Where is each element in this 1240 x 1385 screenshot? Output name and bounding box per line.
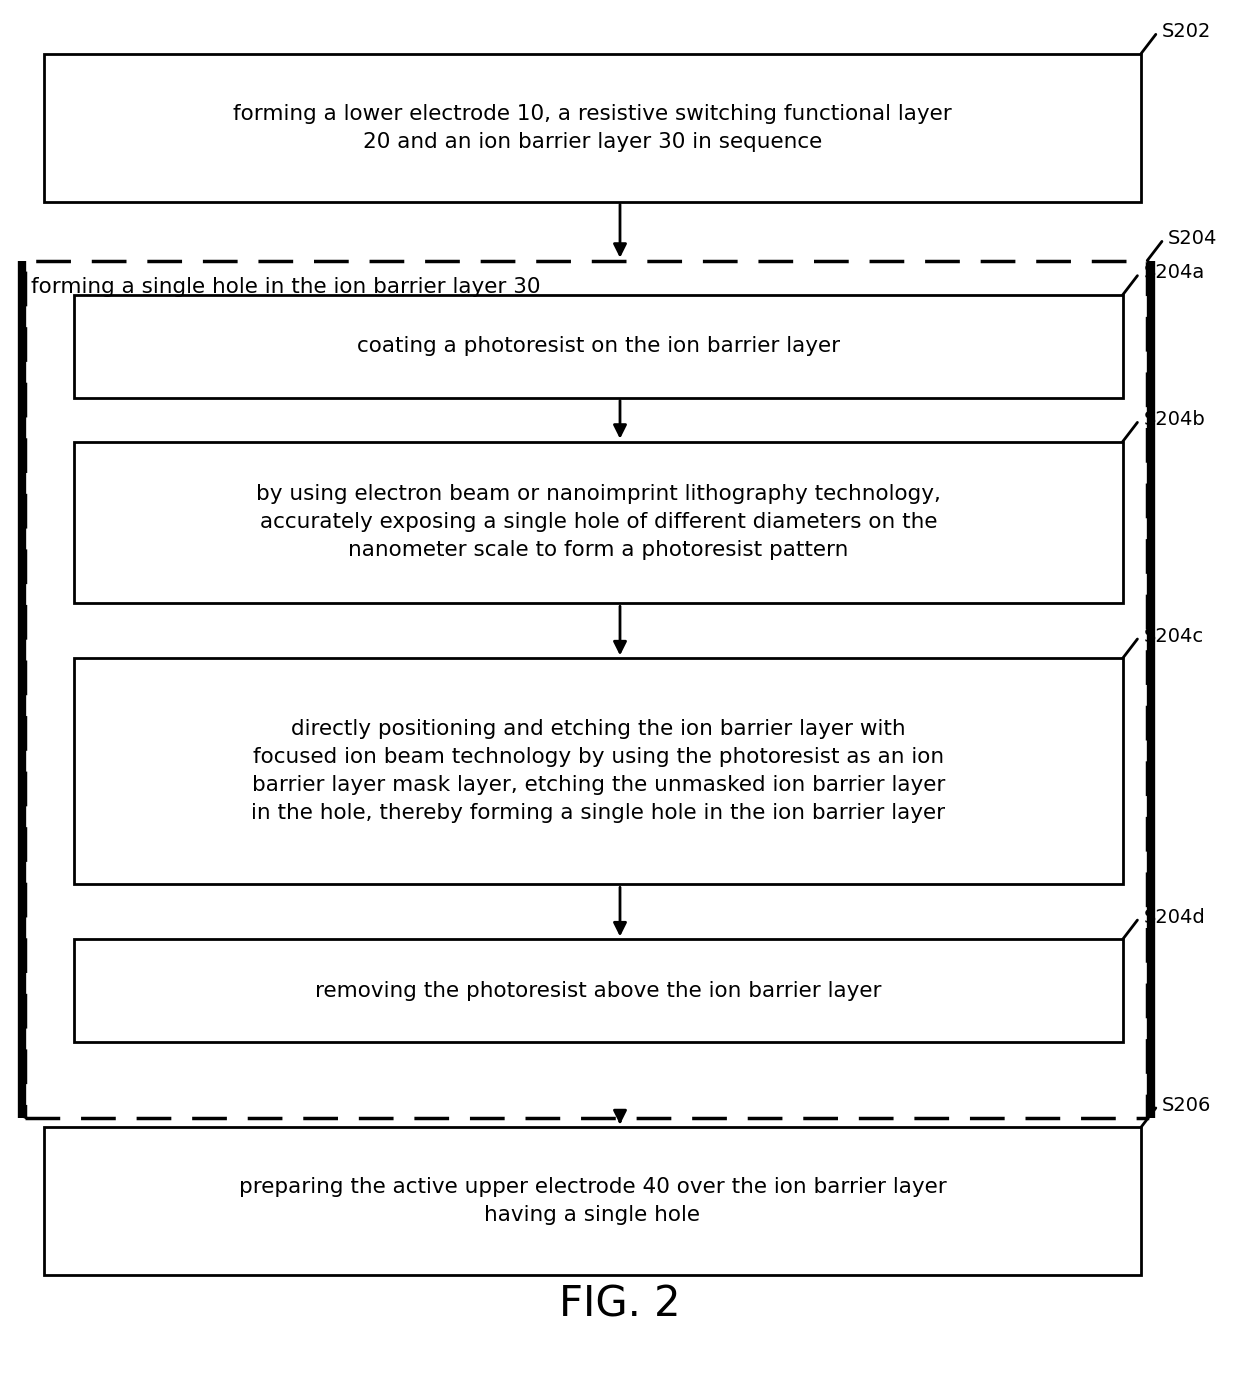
Text: S202: S202 (1162, 22, 1211, 42)
Text: S206: S206 (1162, 1096, 1211, 1115)
Text: preparing the active upper electrode 40 over the ion barrier layer
having a sing: preparing the active upper electrode 40 … (238, 1177, 946, 1226)
Bar (43, 1127, 1141, 1276)
Text: by using electron beam or nanoimprint lithography technology,
accurately exposin: by using electron beam or nanoimprint li… (257, 485, 941, 561)
Bar (43, 54, 1141, 202)
Text: S204: S204 (1168, 229, 1218, 248)
Bar (74, 442, 1122, 604)
Bar (25, 260, 1147, 1118)
Bar (74, 939, 1122, 1042)
Text: removing the photoresist above the ion barrier layer: removing the photoresist above the ion b… (315, 981, 882, 1001)
Text: S204d: S204d (1143, 907, 1205, 927)
Text: FIG. 2: FIG. 2 (559, 1284, 681, 1325)
Bar (74, 658, 1122, 885)
Text: S204b: S204b (1143, 410, 1205, 429)
Bar (74, 295, 1122, 397)
Text: directly positioning and etching the ion barrier layer with
focused ion beam tec: directly positioning and etching the ion… (252, 719, 946, 823)
Text: forming a single hole in the ion barrier layer 30: forming a single hole in the ion barrier… (31, 277, 541, 296)
Text: S204a: S204a (1143, 263, 1205, 283)
Text: forming a lower electrode 10, a resistive switching functional layer
20 and an i: forming a lower electrode 10, a resistiv… (233, 104, 952, 151)
Text: S204c: S204c (1143, 627, 1204, 645)
Text: coating a photoresist on the ion barrier layer: coating a photoresist on the ion barrier… (357, 337, 841, 356)
